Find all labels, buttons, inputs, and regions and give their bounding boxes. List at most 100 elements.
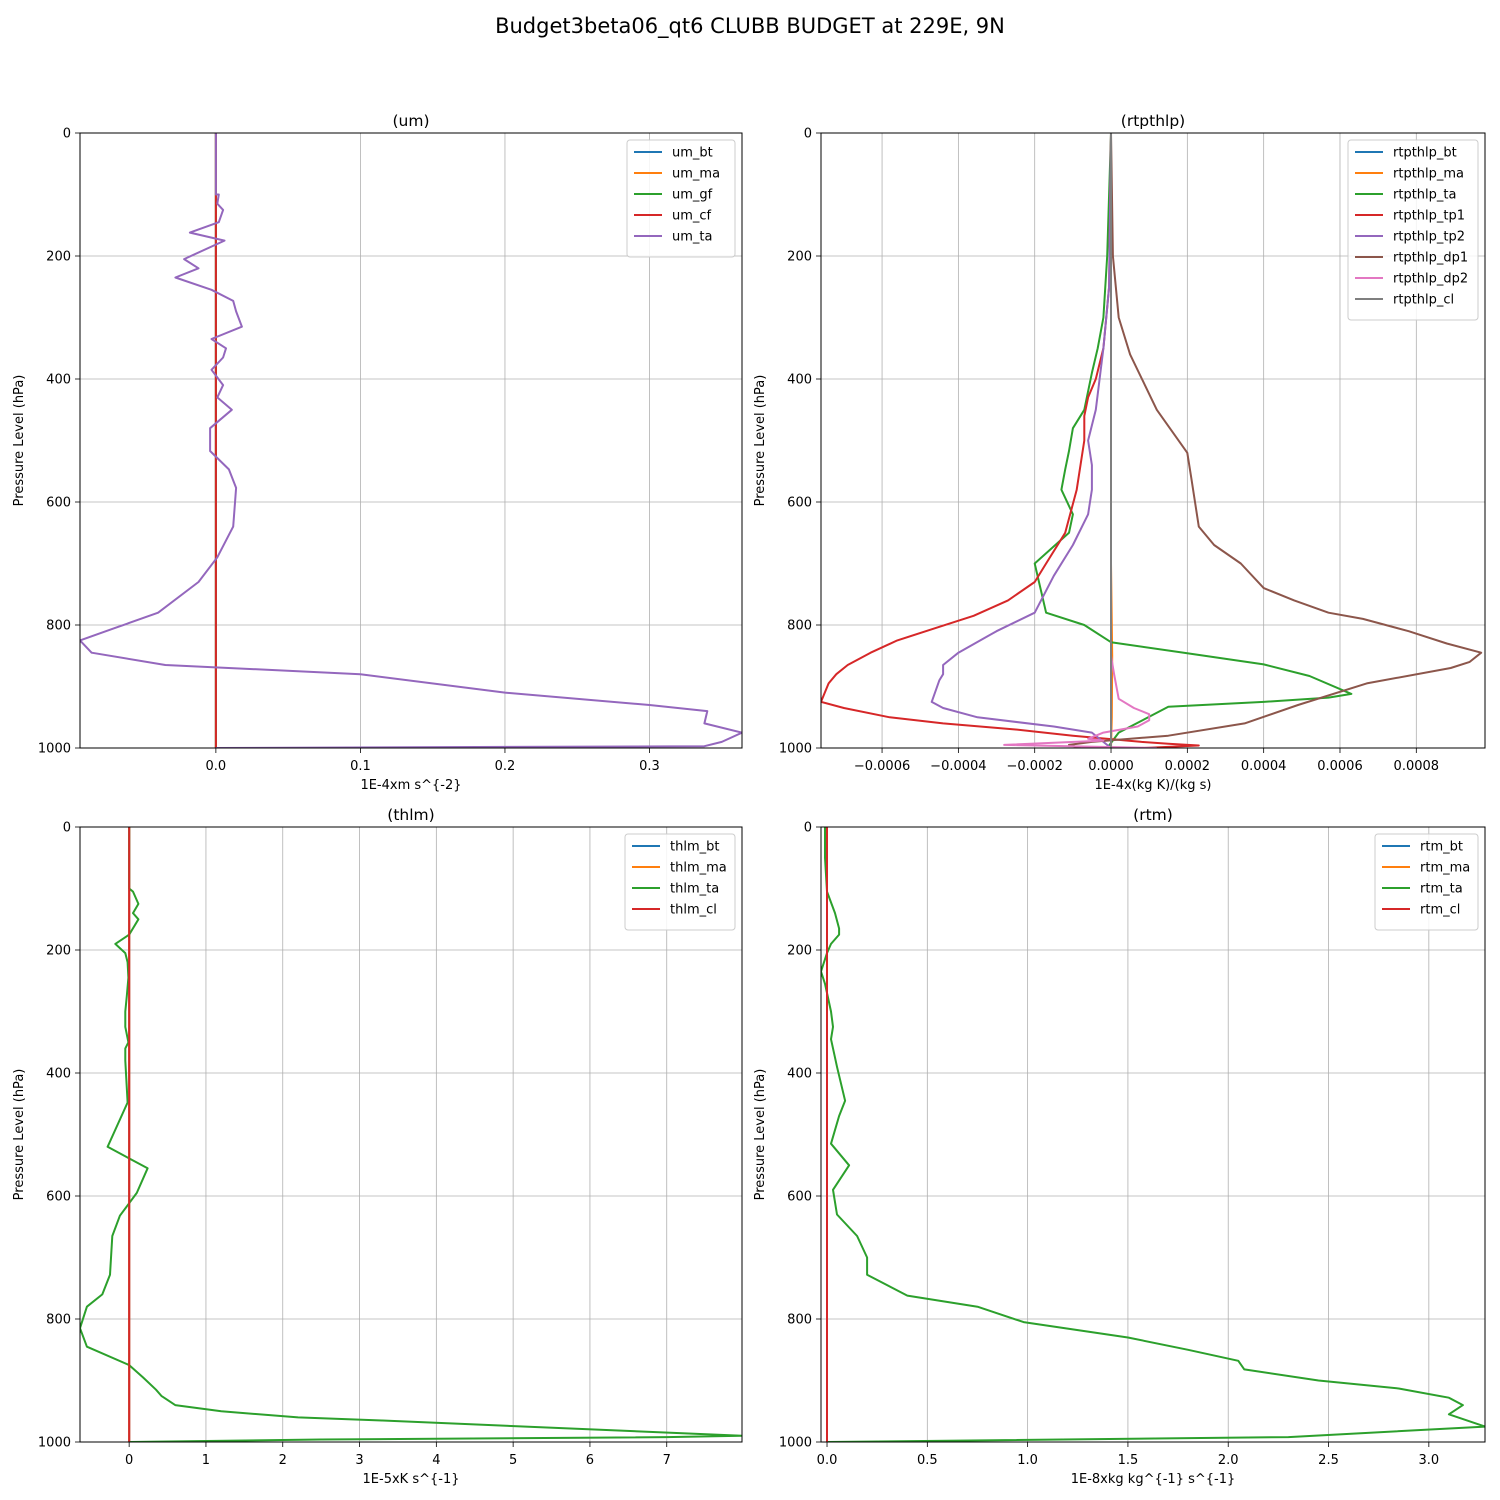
legend: rtm_bt rtm_ma rtm_ta rtm_cl	[1374, 833, 1479, 931]
plot-frame	[820, 826, 1486, 1443]
x-tick-label: 0	[125, 1453, 133, 1468]
series-line-rtm_ta	[821, 827, 1485, 1442]
y-tick-label: 1000	[38, 1436, 71, 1451]
legend-box	[626, 139, 736, 258]
legend-label: rtpthlp_tp2	[1393, 230, 1465, 245]
series-group	[80, 827, 742, 1442]
x-tick-label: −0.0002	[1007, 759, 1063, 774]
legend-label: um_bt	[672, 146, 713, 161]
y-tick-label: 600	[46, 1190, 71, 1205]
legend-label: rtpthlp_cl	[1393, 293, 1454, 308]
legend-box	[624, 833, 736, 931]
y-tick-label: 200	[787, 944, 812, 959]
y-tick-label: 600	[787, 1190, 812, 1205]
x-tick-label: 0.2	[495, 759, 516, 774]
legend-label: rtpthlp_dp2	[1393, 272, 1468, 287]
series-line-rtpthlp_dp2	[1003, 133, 1157, 748]
legend-label: thlm_ma	[670, 861, 727, 876]
series-line-thlm_ta	[80, 827, 742, 1442]
legend: thlm_bt thlm_ma thlm_ta thlm_cl	[624, 833, 736, 931]
y-tick-label: 400	[787, 1067, 812, 1082]
x-tick-label: 0.5	[917, 1453, 938, 1468]
x-tick-label: −0.0004	[930, 759, 986, 774]
y-tick-label: 600	[787, 496, 812, 511]
x-tick-label: 0.0002	[1165, 759, 1211, 774]
y-axis-label: Pressure Level (hPa)	[12, 375, 27, 507]
y-tick-label: 200	[46, 250, 71, 265]
series-line-rtpthlp_ta	[1033, 133, 1353, 748]
y-tick-label: 200	[787, 250, 812, 265]
x-tick-label: 2	[279, 1453, 287, 1468]
x-tick-label: 1.5	[1118, 1453, 1139, 1468]
y-tick-label: 400	[787, 373, 812, 388]
y-tick-label: 0	[63, 821, 71, 836]
x-tick-label: 2.5	[1318, 1453, 1339, 1468]
legend-label: um_gf	[672, 188, 713, 203]
y-tick-label: 400	[46, 373, 71, 388]
x-tick-label: 0.0	[206, 759, 227, 774]
legend-label: rtpthlp_bt	[1393, 146, 1457, 161]
legend-label: thlm_bt	[670, 840, 719, 855]
x-tick-label: 0.0006	[1317, 759, 1363, 774]
x-tick-label: 3.0	[1418, 1453, 1439, 1468]
legend: um_bt um_ma um_gf um_cf um_ta	[626, 139, 736, 258]
x-tick-label: 0.3	[639, 759, 660, 774]
y-axis-label: Pressure Level (hPa)	[12, 1069, 27, 1201]
x-tick-label: 0.0000	[1088, 759, 1134, 774]
series-line-rtpthlp_dp1	[1068, 133, 1483, 748]
series-group	[80, 133, 742, 748]
y-tick-label: 200	[46, 944, 71, 959]
subplot-1: −0.0006 −0.0004 −0.0002 0.0000 0.0002 0.0004 0…	[753, 112, 1486, 793]
legend-label: um_cf	[672, 209, 712, 224]
x-tick-label: 4	[432, 1453, 440, 1468]
legend-label: thlm_ta	[670, 882, 719, 897]
legend-label: rtpthlp_ma	[1393, 167, 1464, 182]
x-tick-label: 1	[202, 1453, 210, 1468]
series-line-rtpthlp_tp2	[930, 133, 1112, 748]
x-tick-label: 0.1	[350, 759, 371, 774]
x-tick-label: 2.0	[1218, 1453, 1239, 1468]
legend-label: rtpthlp_ta	[1393, 188, 1456, 203]
x-axis-label: 1E-4x(kg K)/(kg s)	[1095, 778, 1212, 793]
subplot-3: 0.0 0.5 1.0 1.5 2.0 2.5 3.0 0 200 400 600 800 1000 (r…	[753, 806, 1486, 1487]
subplot-title: (thlm)	[387, 806, 434, 824]
series-line-um_ta	[80, 133, 742, 748]
x-axis-label: 1E-4xm s^{-2}	[360, 778, 461, 793]
x-tick-label: 0.0008	[1394, 759, 1440, 774]
legend-label: rtm_ma	[1420, 861, 1470, 876]
legend-label: rtpthlp_tp1	[1393, 209, 1465, 224]
series-group	[821, 133, 1483, 748]
y-tick-label: 600	[46, 496, 71, 511]
x-tick-label: 0.0004	[1241, 759, 1287, 774]
legend-label: rtm_cl	[1420, 903, 1460, 918]
legend-label: um_ta	[672, 230, 712, 245]
subplot-0: 0.0 0.1 0.2 0.3 0 200 400 600 800 1000 (um) 1E-4xm …	[12, 112, 743, 793]
x-tick-label: 1.0	[1017, 1453, 1038, 1468]
plot-frame	[79, 826, 743, 1443]
x-tick-label: 0.0	[817, 1453, 838, 1468]
x-tick-label: 7	[663, 1453, 671, 1468]
subplot-title: (rtpthlp)	[1121, 112, 1185, 130]
legend-label: rtm_ta	[1420, 882, 1463, 897]
x-tick-label: −0.0006	[854, 759, 910, 774]
y-tick-label: 0	[63, 127, 71, 142]
y-tick-label: 800	[46, 619, 71, 634]
series-line-rtpthlp_tp1	[821, 133, 1200, 748]
plot-frame	[820, 132, 1486, 749]
y-tick-label: 1000	[38, 742, 71, 757]
legend-box	[1347, 139, 1479, 321]
x-tick-label: 5	[509, 1453, 517, 1468]
y-tick-label: 1000	[779, 1436, 812, 1451]
subplot-title: (rtm)	[1133, 806, 1173, 824]
series-group	[821, 827, 1485, 1442]
y-axis-label: Pressure Level (hPa)	[753, 1069, 768, 1201]
plot-frame	[79, 132, 743, 749]
subplot-2: 0 1 2 3 4 5 6 7 0 200 400 600 800 1000 (thlm) 1E-5xK s^…	[12, 806, 743, 1487]
x-tick-label: 3	[355, 1453, 363, 1468]
x-tick-label: 6	[586, 1453, 594, 1468]
legend-label: thlm_cl	[670, 903, 717, 918]
y-axis-label: Pressure Level (hPa)	[753, 375, 768, 507]
figure-title: Budget3beta06_qt6 CLUBB BUDGET at 229E, …	[495, 14, 1005, 38]
y-tick-label: 1000	[779, 742, 812, 757]
